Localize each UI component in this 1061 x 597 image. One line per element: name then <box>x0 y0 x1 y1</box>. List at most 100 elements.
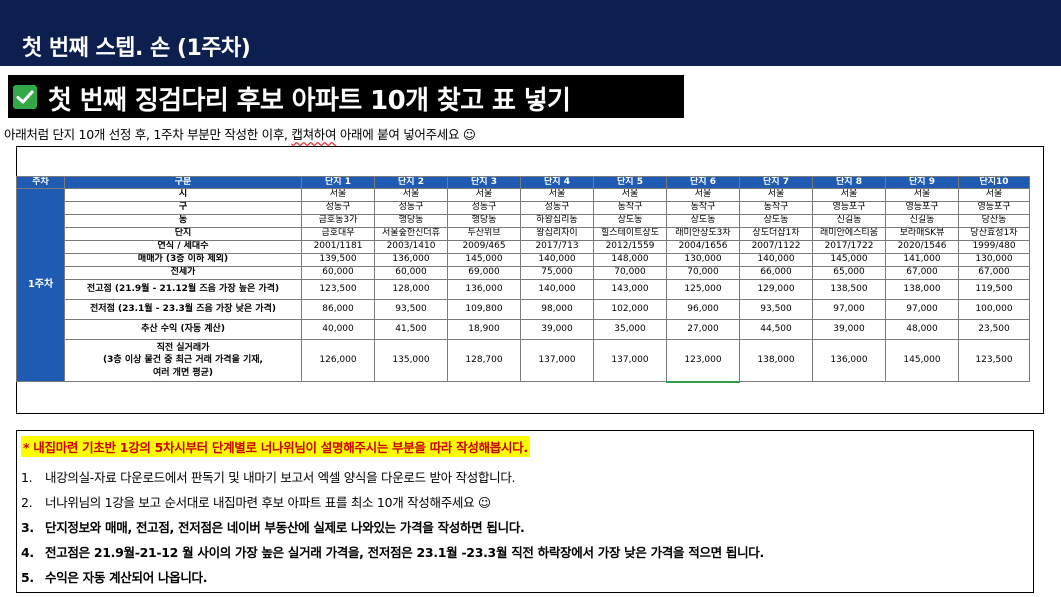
table-cell: 65,000 <box>812 266 886 280</box>
table-cell: 서울 <box>374 188 448 202</box>
table-cell: 66,000 <box>739 266 813 280</box>
table-cell: 래미안상도3차 <box>666 227 740 241</box>
row-label: 추산 수익 (자동 계산) <box>64 319 302 340</box>
header-bar: 첫 번째 스텝. 손 (1주차) <box>0 0 1061 66</box>
instruction-text: 아래처럼 단지 10개 선정 후, 1주차 부분만 작성한 이후, 캡쳐하여 아… <box>4 124 476 143</box>
table-cell: 145,000 <box>447 253 521 267</box>
table-cell: 서울 <box>301 188 375 202</box>
table-cell: 2017/713 <box>520 240 594 254</box>
table-cell: 67,000 <box>958 266 1030 280</box>
row-label: 전고점 (21.9월 - 21.12월 즈음 가장 높은 가격) <box>64 279 302 300</box>
header-complex-3: 단지 3 <box>447 176 521 189</box>
table-cell: 신길동 <box>812 214 886 228</box>
table-cell: 123,000 <box>666 339 740 383</box>
table-cell: 119,500 <box>958 279 1030 300</box>
table-cell: 93,500 <box>739 299 813 320</box>
table-cell: 135,000 <box>374 339 448 382</box>
table-cell: 서울 <box>958 188 1030 202</box>
table-cell: 97,000 <box>885 299 959 320</box>
row-label: 전세가 <box>64 266 302 280</box>
note-item: 5. 수익은 자동 계산되어 나옵니다. <box>21 570 208 585</box>
table-cell: 1999/480 <box>958 240 1030 254</box>
header-complex-6: 단지 6 <box>666 176 740 189</box>
check-box-icon <box>13 85 37 109</box>
table-cell: 서울 <box>593 188 667 202</box>
row-label: 직전 실거래가 (3층 이상 물건 중 최근 거래 가격을 기재, 여러 개면 평균… <box>64 339 302 382</box>
table-cell: 왕십리자이 <box>520 227 594 241</box>
table-cell: 145,000 <box>885 339 959 382</box>
row-label: 동 <box>64 214 302 228</box>
table-cell: 상도동 <box>739 214 813 228</box>
table-cell: 2007/1122 <box>739 240 813 254</box>
table-cell: 행당동 <box>447 214 521 228</box>
table-cell: 서울 <box>885 188 959 202</box>
table-cell: 140,000 <box>739 253 813 267</box>
table-cell: 138,000 <box>885 279 959 300</box>
table-cell: 41,500 <box>374 319 448 340</box>
table-cell: 86,000 <box>301 299 375 320</box>
week-cell: 1주차 <box>16 188 65 382</box>
table-cell: 영등포구 <box>812 201 886 215</box>
table-cell: 140,000 <box>520 253 594 267</box>
table-cell: 40,000 <box>301 319 375 340</box>
table-cell: 75,000 <box>520 266 594 280</box>
table-cell: 서울 <box>520 188 594 202</box>
table-cell: 2009/465 <box>447 240 521 254</box>
table-cell: 128,700 <box>447 339 521 382</box>
row-label: 연식 / 세대수 <box>64 240 302 254</box>
table-cell: 35,000 <box>593 319 667 340</box>
table-cell: 145,000 <box>812 253 886 267</box>
instruction-after: 아래에 붙여 넣어주세요 ☺ <box>336 127 476 142</box>
page-title: 첫 번째 스텝. 손 (1주차) <box>22 36 251 61</box>
instruction-wavy: 캡쳐하여 <box>291 127 337 142</box>
table-cell: 영등포구 <box>885 201 959 215</box>
header-complex-1: 단지 1 <box>301 176 375 189</box>
notes-box: * 내집마련 기초반 1강의 5차시부터 단계별로 너나위님이 설명해주시는 부… <box>16 430 1034 593</box>
table-cell: 126,000 <box>301 339 375 382</box>
header-complex-7: 단지 7 <box>739 176 813 189</box>
table-cell: 27,000 <box>666 319 740 340</box>
header-category: 구분 <box>64 176 302 189</box>
table-cell: 141,000 <box>885 253 959 267</box>
table-cell: 138,500 <box>812 279 886 300</box>
table-cell: 2017/1722 <box>812 240 886 254</box>
table-cell: 130,000 <box>666 253 740 267</box>
table-cell: 136,000 <box>374 253 448 267</box>
table-header-row: 주차 구분 단지 1 단지 2 단지 3 단지 4 단지 5 단지 6 단지 7… <box>16 176 1030 189</box>
table-cell: 60,000 <box>374 266 448 280</box>
table-cell: 금호대우 <box>301 227 375 241</box>
table-cell: 성동구 <box>374 201 448 215</box>
table-cell: 143,000 <box>593 279 667 300</box>
table-cell: 130,000 <box>958 253 1030 267</box>
table-cell: 서울 <box>739 188 813 202</box>
table-cell: 보라매SK뷰 <box>885 227 959 241</box>
table-cell: 123,500 <box>958 339 1030 382</box>
table-cell: 2004/1656 <box>666 240 740 254</box>
table-cell: 125,000 <box>666 279 740 300</box>
table-row: 전고점 (21.9월 - 21.12월 즈음 가장 높은 가격) 123,500 1… <box>17 279 1030 300</box>
table-cell: 138,000 <box>739 339 813 382</box>
table-row: 동 금호동3가 행당동 행당동 하왕십리동 상도동 상도동 상도동 신길동 신길동 당산동 <box>17 214 1030 228</box>
table-cell: 서울 <box>666 188 740 202</box>
table-cell: 60,000 <box>301 266 375 280</box>
table-cell: 70,000 <box>666 266 740 280</box>
table-cell: 서울 <box>447 188 521 202</box>
row-label: 단지 <box>64 227 302 241</box>
apartment-table: 주차 구분 단지 1 단지 2 단지 3 단지 4 단지 5 단지 6 단지 7… <box>16 176 1030 383</box>
table-cell: 당산효성1차 <box>958 227 1030 241</box>
table-cell: 2012/1559 <box>593 240 667 254</box>
table-cell: 하왕십리동 <box>520 214 594 228</box>
table-cell: 123,500 <box>301 279 375 300</box>
table-cell: 137,000 <box>520 339 594 382</box>
table-cell: 2001/1181 <box>301 240 375 254</box>
table-cell: 70,000 <box>593 266 667 280</box>
table-cell: 137,000 <box>593 339 667 382</box>
table-row: 직전 실거래가 (3층 이상 물건 중 최근 거래 가격을 기재, 여러 개면 평균… <box>17 339 1030 383</box>
section-title: 첫 번째 징검다리 후보 아파트 10개 찾고 표 넣기 <box>48 86 571 116</box>
table-row: 매매가 (3층 이하 제외) 139,500 136,000 145,000 140,0… <box>17 253 1030 267</box>
notes-highlight: * 내집마련 기초반 1강의 5차시부터 단계별로 너나위님이 설명해주시는 부… <box>21 436 530 457</box>
table-cell: 성동구 <box>301 201 375 215</box>
table-cell: 136,000 <box>812 339 886 382</box>
table-body: 1주차 시 서울 서울 서울 서울 서울 서울 서울 서울 서울 서울 구 성동구 성동구 성동구 성동구 동작구… <box>16 188 1030 383</box>
table-cell: 109,800 <box>447 299 521 320</box>
